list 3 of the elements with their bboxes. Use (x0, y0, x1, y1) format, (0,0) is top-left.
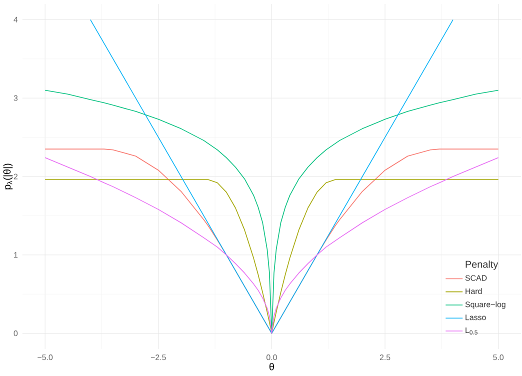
legend-title: Penalty (466, 260, 498, 270)
x-axis-title: θ (269, 363, 274, 370)
y-axis-title: p$_{λ}$(|θ|) (3, 164, 13, 190)
